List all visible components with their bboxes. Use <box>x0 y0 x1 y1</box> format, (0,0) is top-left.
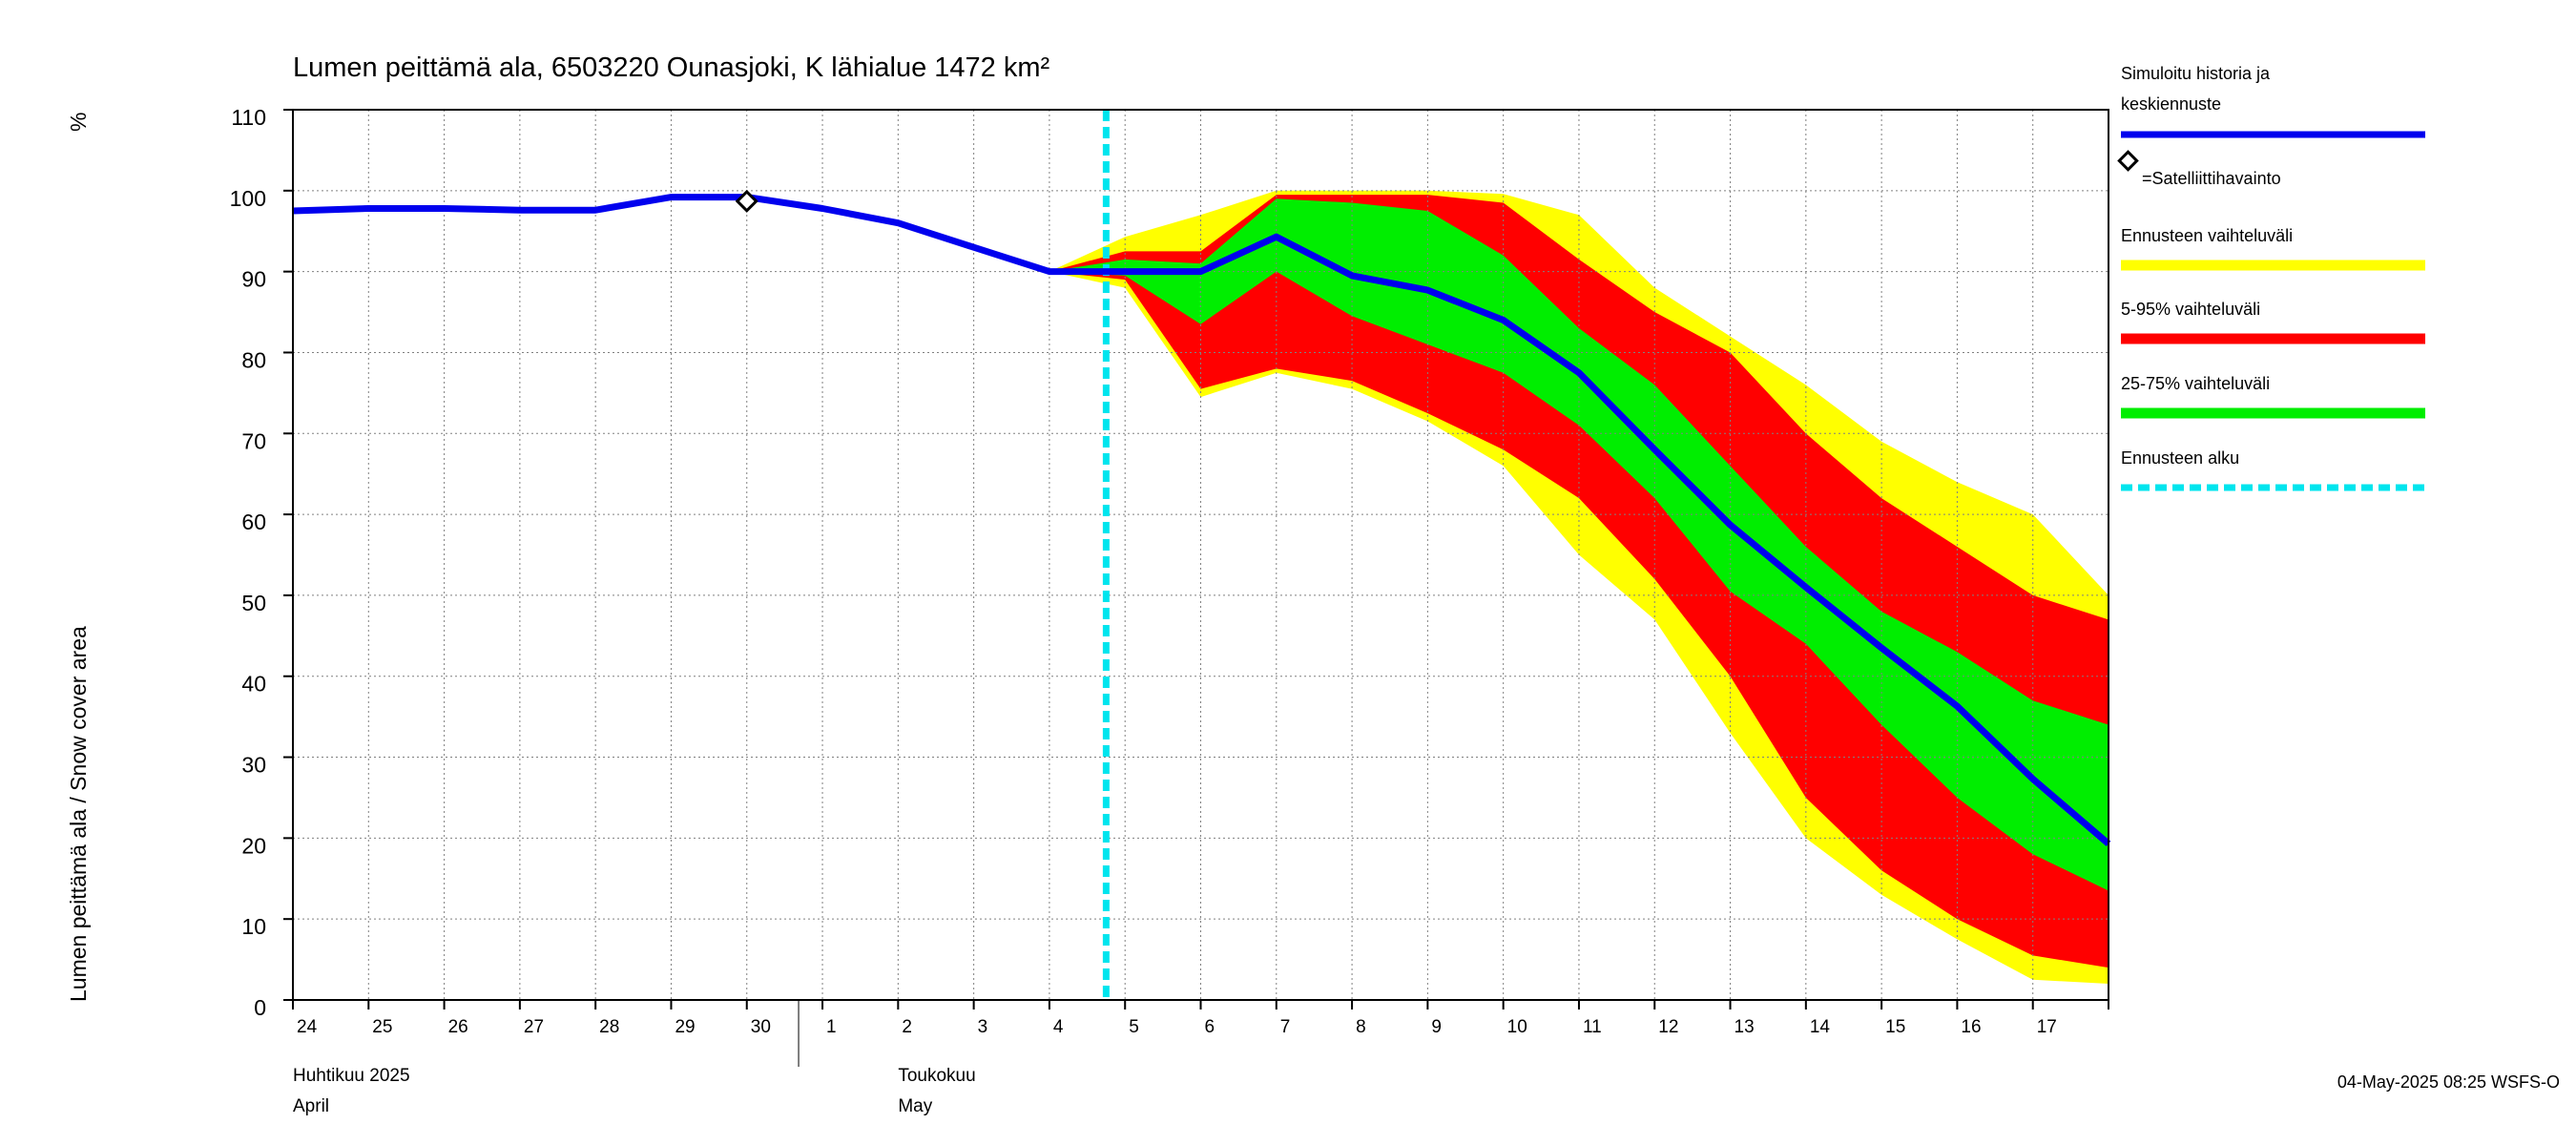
chart-title: Lumen peittämä ala, 6503220 Ounasjoki, K… <box>293 52 1050 83</box>
y-tick-label: 20 <box>241 833 266 858</box>
x-tick-label: 10 <box>1507 1017 1527 1037</box>
y-tick-label: 60 <box>241 510 266 534</box>
y-axis-unit: % <box>66 113 91 132</box>
satellite-observation-marker <box>735 189 758 213</box>
legend-range-25-75-label: 25-75% vaihteluväli <box>2121 374 2270 393</box>
x-tick-label: 9 <box>1431 1017 1442 1037</box>
legend-satellite-marker <box>2117 150 2139 172</box>
x-tick-label: 3 <box>978 1017 988 1037</box>
forecast-bands <box>1049 190 2109 985</box>
x-tick-label: 28 <box>599 1017 619 1037</box>
x-tick-label: 8 <box>1356 1017 1366 1037</box>
x-tick-label: 12 <box>1658 1017 1678 1037</box>
x-tick-label: 2 <box>902 1017 912 1037</box>
x-tick-label: 13 <box>1735 1017 1755 1037</box>
y-tick-label: 100 <box>230 186 266 211</box>
x-tick-label: 11 <box>1583 1017 1602 1037</box>
x-tick-label: 24 <box>297 1017 318 1037</box>
band-25-75 <box>1049 198 2109 891</box>
month-label-may-en: May <box>898 1096 932 1116</box>
x-tick-label: 7 <box>1280 1017 1291 1037</box>
y-tick-label: 40 <box>241 672 266 697</box>
legend-history-label-2: keskiennuste <box>2121 94 2221 114</box>
month-label-april-en: April <box>293 1096 329 1116</box>
y-tick-label: 80 <box>241 347 266 372</box>
y-tick-label: 30 <box>241 753 266 778</box>
y-tick-label: 90 <box>241 267 266 292</box>
x-tick-label: 30 <box>751 1017 771 1037</box>
y-tick-label: 70 <box>241 428 266 453</box>
x-tick-label: 14 <box>1810 1017 1831 1037</box>
series-lines <box>292 110 2111 1000</box>
grid <box>293 109 2109 1000</box>
x-tick-label: 6 <box>1205 1017 1215 1037</box>
x-tick-label: 16 <box>1961 1017 1981 1037</box>
legend-range-full-label: Ennusteen vaihteluväli <box>2121 226 2293 245</box>
x-tick-label: 26 <box>448 1017 468 1037</box>
month-label-april-fi: Huhtikuu 2025 <box>293 1066 410 1086</box>
legend: Simuloitu historia ja keskiennuste =Sate… <box>2117 64 2425 491</box>
y-axis-label: Lumen peittämä ala / Snow cover area <box>66 626 91 1002</box>
y-tick-label: 50 <box>241 591 266 615</box>
y-tick-label: 0 <box>254 995 266 1020</box>
x-tick-label: 25 <box>372 1017 392 1037</box>
y-tick-label: 10 <box>241 914 266 939</box>
history-mean-line <box>292 194 2111 846</box>
x-tick-label: 27 <box>524 1017 544 1037</box>
timestamp: 04-May-2025 08:25 WSFS-O <box>2337 1072 2560 1092</box>
legend-history-label: Simuloitu historia ja <box>2121 64 2271 83</box>
legend-satellite-label: =Satelliittihavainto <box>2142 169 2281 188</box>
y-tick-label: 110 <box>231 105 266 130</box>
x-tick-label: 15 <box>1885 1017 1905 1037</box>
x-tick-label: 17 <box>2037 1017 2057 1037</box>
x-tick-label: 5 <box>1129 1017 1139 1037</box>
x-tick-label: 1 <box>826 1017 837 1037</box>
legend-forecast-start-label: Ennusteen alku <box>2121 448 2239 468</box>
band-5-95 <box>1049 195 2109 968</box>
x-tick-label: 4 <box>1053 1017 1064 1037</box>
month-label-may-fi: Toukokuu <box>898 1066 975 1086</box>
legend-range-5-95-label: 5-95% vaihteluväli <box>2121 300 2260 319</box>
x-tick-label: 29 <box>675 1017 695 1037</box>
